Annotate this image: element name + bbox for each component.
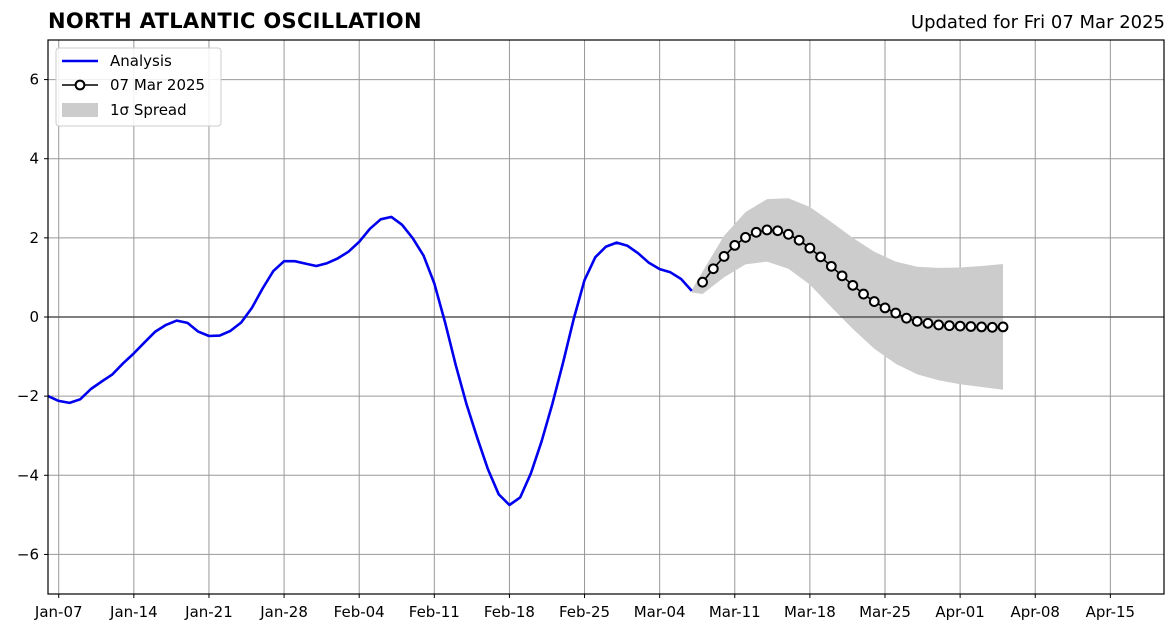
x-tick-label: Jan-14 <box>109 603 158 621</box>
forecast-point <box>911 315 923 327</box>
forecast-point <box>729 239 741 251</box>
y-tick-label: 6 <box>29 71 39 89</box>
forecast-point <box>815 251 827 263</box>
spread-band <box>691 198 1003 390</box>
forecast-point <box>922 317 934 329</box>
legend-label: 1σ Spread <box>110 101 187 119</box>
legend-spread-swatch <box>62 103 98 117</box>
forecast-point <box>740 232 751 243</box>
x-tick-label: Apr-01 <box>935 603 985 621</box>
forecast-point <box>836 270 848 282</box>
forecast-point <box>901 312 912 324</box>
forecast-series-layer <box>697 224 1009 333</box>
forecast-point <box>868 296 880 307</box>
forecast-point <box>697 276 708 288</box>
forecast-point <box>761 224 773 236</box>
forecast-point <box>933 319 945 331</box>
forecast-point <box>890 307 902 319</box>
updated-date: Updated for Fri 07 Mar 2025 <box>910 12 1165 33</box>
forecast-point <box>943 320 955 332</box>
x-tick-label: Mar-04 <box>634 603 686 621</box>
forecast-point <box>793 234 805 246</box>
forecast-point <box>954 320 966 332</box>
x-tick-label: Mar-25 <box>859 603 911 621</box>
x-tick-label: Apr-15 <box>1086 603 1136 621</box>
spread-band-layer <box>691 198 1003 390</box>
forecast-point <box>879 302 891 314</box>
forecast-point <box>986 321 998 333</box>
forecast-point <box>847 279 859 291</box>
forecast-point <box>825 260 837 272</box>
y-tick-label: −6 <box>17 545 39 563</box>
x-tick-label: Feb-11 <box>409 603 460 621</box>
legend-label: Analysis <box>110 52 172 70</box>
forecast-point <box>707 263 719 275</box>
forecast-point <box>772 225 784 237</box>
analysis-line <box>47 215 693 507</box>
x-tick-label: Feb-18 <box>484 603 535 621</box>
y-tick-label: 4 <box>29 150 39 168</box>
plot-frame <box>47 39 1165 595</box>
axes: Jan-07 Jan-14 Jan-21 Jan-28 Feb-04 Feb-11 Feb-… <box>17 39 1165 621</box>
forecast-point <box>750 226 762 238</box>
legend-forecast-marker <box>74 79 86 91</box>
x-tick-label: Feb-25 <box>559 603 610 621</box>
x-tick-label: Jan-21 <box>184 603 233 621</box>
forecast-point <box>976 321 987 333</box>
x-tick-label: Feb-04 <box>334 603 385 621</box>
x-tick-label: Jan-07 <box>34 603 83 621</box>
x-tick-label: Mar-18 <box>784 603 836 621</box>
y-tick-label: −2 <box>17 387 39 405</box>
forecast-point <box>804 242 816 254</box>
forecast-point <box>997 321 1009 333</box>
y-tick-label: −4 <box>17 466 39 484</box>
x-tick-label: Apr-08 <box>1010 603 1060 621</box>
forecast-point <box>783 228 794 240</box>
forecast-point <box>858 288 869 300</box>
analysis-series-layer <box>47 215 693 507</box>
chart-title: NORTH ATLANTIC OSCILLATION <box>48 9 422 33</box>
x-tick-label: Jan-28 <box>259 603 308 621</box>
forecast-point <box>718 251 730 262</box>
x-tick-label: Mar-11 <box>709 603 761 621</box>
forecast-point <box>965 321 977 332</box>
legend: Analysis 07 Mar 2025 1σ Spread <box>55 47 222 127</box>
legend-label: 07 Mar 2025 <box>110 76 205 94</box>
y-tick-label: 0 <box>29 308 39 326</box>
y-tick-label: 2 <box>29 229 39 247</box>
